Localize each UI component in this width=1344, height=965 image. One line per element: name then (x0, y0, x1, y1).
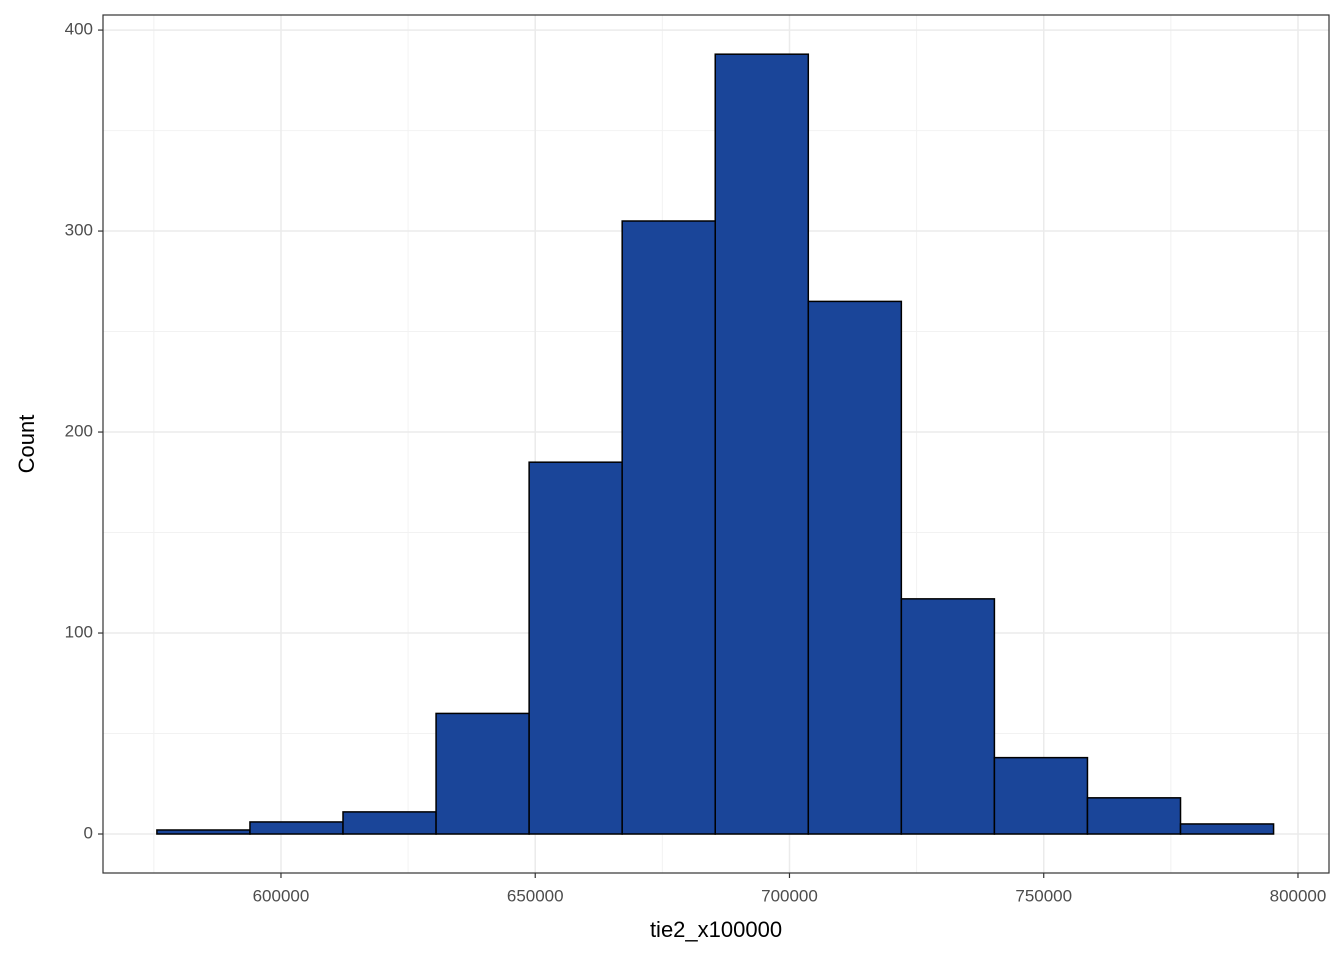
y-tick-label: 400 (65, 20, 93, 39)
x-tick-label: 750000 (1015, 886, 1072, 905)
y-tick-label: 0 (84, 823, 93, 842)
bar (993, 756, 1089, 835)
bar (342, 811, 437, 835)
y-tick-label: 300 (65, 221, 93, 240)
x-tick-label: 700000 (761, 886, 818, 905)
bar (156, 829, 251, 835)
y-tick-label: 200 (65, 422, 93, 441)
bar (621, 220, 716, 835)
panel-border (102, 14, 1330, 874)
x-tick-label: 800000 (1270, 886, 1327, 905)
bar (807, 300, 903, 835)
y-axis-title: Count (14, 415, 39, 474)
bar (1179, 823, 1275, 835)
x-tick-label: 650000 (507, 886, 564, 905)
bar (714, 53, 810, 835)
y-tick-label: 100 (65, 623, 93, 642)
x-tick-label: 600000 (253, 886, 310, 905)
x-axis-title: tie2_x100000 (650, 917, 782, 942)
axes: 0 100 200 300 400 600000 650000 700000 750000 800… (65, 20, 1327, 906)
bar (1086, 797, 1182, 835)
bar (249, 821, 344, 835)
bars (156, 53, 1275, 835)
bar (528, 461, 623, 835)
bar (435, 712, 530, 835)
bar (900, 598, 996, 835)
